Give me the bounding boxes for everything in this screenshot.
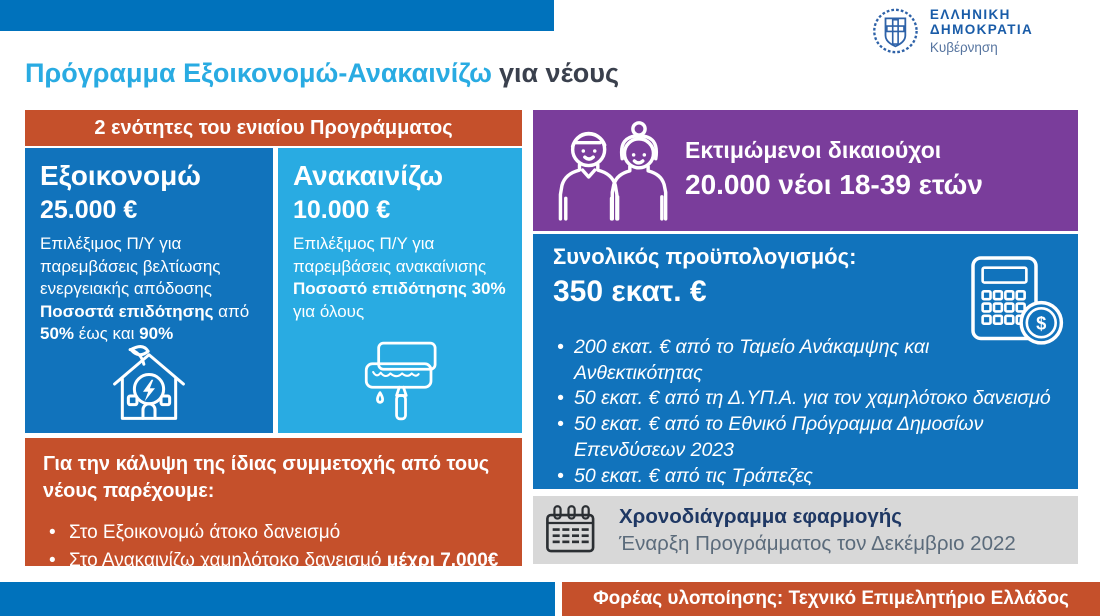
loans-bullet-1: Στο Εξοικονομώ άτοκο δανεισμό [43, 519, 504, 547]
sections-header-banner: 2 ενότητες του ενιαίου Προγράμματος [25, 110, 522, 146]
page-title: Πρόγραμμα Εξοικονομώ-Ανακαινίζω για νέους [25, 58, 619, 89]
budget-source-2: 50 εκατ. € από τη Δ.ΥΠ.Α. για τον χαμηλό… [553, 386, 1058, 412]
renovate-body-2: για όλους [293, 301, 365, 321]
energy-house-icon [113, 345, 185, 420]
loans-bullet-2-bold: μέχρι 7.000€ [386, 549, 499, 571]
savings-body-bold-3: 90% [139, 323, 174, 343]
renovate-description: Επιλέξιμος Π/Υ για παρεμβάσεις ανακαίνισ… [293, 233, 507, 323]
savings-body-bold-1: Ποσοστά επιδότησης [40, 301, 214, 321]
calculator-icon-wrap: $ [966, 254, 1064, 346]
renovate-panel: Ανακαινίζω 10.000 € Επιλέξιμος Π/Υ για π… [278, 148, 522, 433]
paint-roller-icon [364, 341, 437, 421]
beneficiaries-value: 20.000 νέοι 18-39 ετών [685, 169, 983, 200]
timeline-text: Χρονοδιάγραμμα εφαρμογής Έναρξη Προγράμμ… [619, 505, 1016, 556]
loans-panel: Για την κάλυψη της ίδιας συμμετοχής από … [25, 438, 522, 574]
loans-bullet-2-text: Στο Ανακαινίζω χαμηλότοκο δανεισμό [69, 549, 387, 571]
savings-body-1: Επιλέξιμος Π/Υ για παρεμβάσεις βελτίωσης… [40, 234, 221, 299]
renovate-amount: 10.000 € [293, 196, 391, 225]
page-title-main: Πρόγραμμα Εξοικονομώ-Ανακαινίζω [25, 58, 492, 88]
renovate-title: Ανακαινίζω [293, 160, 443, 191]
logo-org-name: ΕΛΛΗΝΙΚΗ ΔΗΜΟΚΡΑΤΙΑ [929, 7, 1034, 37]
loans-list: Στο Εξοικονομώ άτοκο δανεισμό Στο Ανακαι… [43, 519, 504, 574]
implementing-body-bar: Φορέας υλοποίησης: Τεχνικό Επιμελητήριο … [562, 582, 1100, 616]
timeline-title: Χρονοδιάγραμμα εφαρμογής [619, 504, 902, 528]
budget-amount: 350 εκατ. € [553, 275, 707, 308]
loans-bullet-2: Στο Ανακαινίζω χαμηλότοκο δανεισμό μέχρι… [43, 547, 504, 575]
savings-body-bold-2: 50% [40, 323, 75, 343]
young-couple-icon [558, 121, 668, 221]
budget-panel: Συνολικός προϋπολογισμός: 350 εκατ. € $ … [533, 234, 1078, 489]
sections-header-text: 2 ενότητες του ενιαίου Προγράμματος [94, 116, 453, 139]
budget-label: Συνολικός προϋπολογισμός: [553, 244, 857, 269]
timeline-panel: Χρονοδιάγραμμα εφαρμογής Έναρξη Προγράμμ… [533, 496, 1078, 564]
renovate-body-1: Επιλέξιμος Π/Υ για παρεμβάσεις ανακαίνισ… [293, 234, 487, 276]
budget-source-3: 50 εκατ. € από το Εθνικό Πρόγραμμα Δημοσ… [553, 412, 1006, 463]
beneficiaries-text: Εκτιμώμενοι δικαιούχοι 20.000 νέοι 18-39… [685, 137, 983, 201]
dollar-symbol: $ [1036, 312, 1046, 333]
budget-source-4: 50 εκατ. € από τις Τράπεζες [553, 464, 1058, 490]
savings-amount: 25.000 € [40, 196, 138, 225]
calculator-money-icon: $ [971, 256, 1064, 345]
beneficiaries-panel: Εκτιμώμενοι δικαιούχοι 20.000 νέοι 18-39… [533, 110, 1078, 231]
logo-text: ΕΛΛΗΝΙΚΗ ΔΗΜΟΚΡΑΤΙΑ Κυβέρνηση [930, 7, 1100, 55]
budget-source-1: 200 εκατ. € από το Ταμείο Ανάκαμψης και … [553, 335, 1006, 386]
savings-panel: Εξοικονομώ 25.000 € Επιλέξιμος Π/Υ για π… [25, 148, 273, 433]
government-logo: ΕΛΛΗΝΙΚΗ ΔΗΜΟΚΡΑΤΙΑ Κυβέρνηση [872, 5, 1100, 57]
logo-sub-name: Κυβέρνηση [929, 40, 998, 55]
savings-body-2: από [213, 301, 250, 321]
implementing-body-text: Φορέας υλοποίησης: Τεχνικό Επιμελητήριο … [593, 588, 1069, 609]
beneficiaries-label: Εκτιμώμενοι δικαιούχοι [685, 137, 942, 163]
loans-heading: Για την κάλυψη της ίδιας συμμετοχής από … [43, 453, 490, 502]
savings-description: Επιλέξιμος Π/Υ για παρεμβάσεις βελτίωσης… [40, 233, 258, 345]
people-icon-wrap [549, 119, 671, 222]
top-accent-bar [0, 0, 554, 31]
savings-icon-wrap [25, 341, 273, 427]
renovate-icon-wrap [278, 339, 522, 423]
savings-body-3: έως και [74, 323, 140, 343]
page-title-suffix: για νέους [498, 58, 620, 88]
savings-title: Εξοικονομώ [40, 160, 201, 191]
renovate-body-bold-1: Ποσοστό επιδότησης 30% [293, 279, 506, 299]
bottom-accent-bar [0, 582, 555, 616]
timeline-subtitle: Έναρξη Προγράμματος τον Δεκέμβριο 2022 [619, 531, 1016, 555]
calendar-icon [546, 505, 595, 553]
budget-sources-list: 200 εκατ. € από το Ταμείο Ανάκαμψης και … [553, 335, 1058, 489]
greek-coat-of-arms-icon [873, 8, 918, 54]
loans-bullet-1-text: Στο Εξοικονομώ άτοκο δανεισμό [69, 522, 341, 543]
